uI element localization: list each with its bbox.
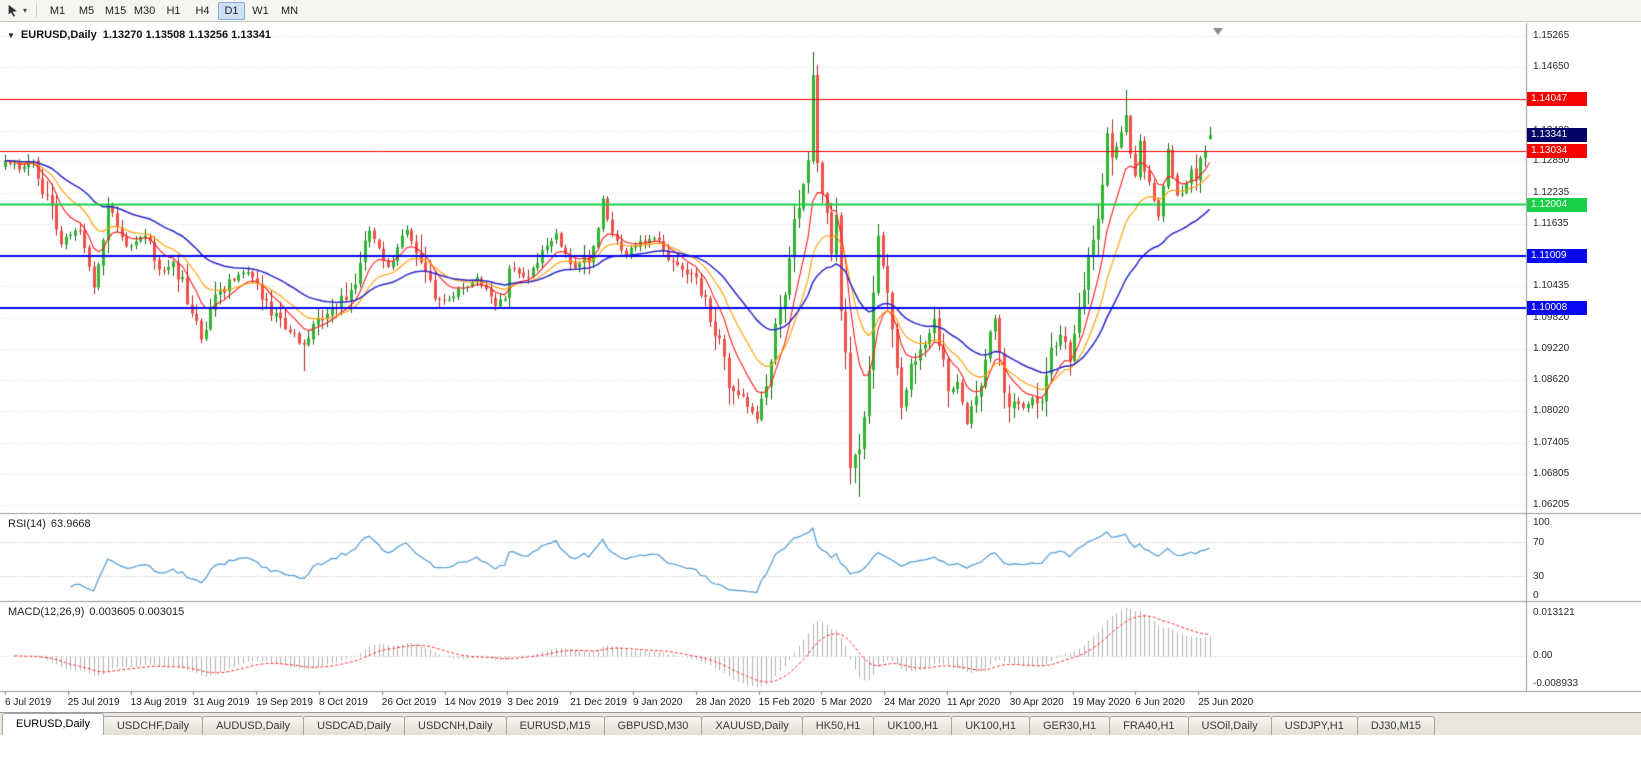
macd-axis-label: -0.008933: [1533, 678, 1579, 689]
time-axis-label: 19 Sep 2019: [256, 697, 313, 708]
time-axis-label: 14 Nov 2019: [444, 697, 502, 708]
time-axis-label: 15 Feb 2020: [758, 697, 815, 708]
price-axis-label: 1.10435: [1533, 280, 1570, 291]
time-axis-label: 25 Jul 2019: [67, 697, 120, 708]
time-axis-label: 28 Jan 2020: [695, 697, 751, 708]
timeframe-button-m15[interactable]: M15: [104, 4, 127, 17]
price-axis-label: 1.07405: [1533, 437, 1570, 448]
timeframe-button-w1[interactable]: W1: [252, 4, 269, 17]
price-line-badge-1.11009[interactable]: 1.11009: [1527, 249, 1587, 263]
macd-axis-label: 0.00: [1533, 650, 1553, 661]
timeframe-button-m5[interactable]: M5: [78, 4, 95, 17]
chart-tab-eurusd-daily[interactable]: EURUSD,Daily: [2, 713, 104, 735]
chart-tab-hk50-h1[interactable]: HK50,H1: [801, 716, 875, 735]
pane-splitter-rsi[interactable]: [0, 511, 1641, 515]
chart-tab-usdchf-daily[interactable]: USDCHF,Daily: [102, 716, 204, 735]
price-axis-label: 1.08620: [1533, 374, 1570, 385]
chart-tab-dj30-m15[interactable]: DJ30,M15: [1356, 716, 1435, 735]
timeframe-button-mn[interactable]: MN: [280, 4, 299, 17]
time-axis-label: 25 Jun 2020: [1198, 697, 1254, 708]
rsi-axis-label: 30: [1533, 571, 1545, 582]
current-price-badge: 1.13341: [1527, 128, 1587, 142]
price-line-badge-1.14047[interactable]: 1.14047: [1527, 92, 1587, 106]
symbol-menu-triangle-icon[interactable]: ▼: [7, 30, 15, 40]
price-axis-label: 1.15265: [1533, 30, 1570, 41]
chart-tab-ger30-h1[interactable]: GER30,H1: [1028, 716, 1111, 735]
chart-tab-usdcad-daily[interactable]: USDCAD,Daily: [303, 716, 406, 735]
timeframe-button-h4[interactable]: H4: [195, 4, 210, 17]
macd-indicator-title: MACD(12,26,9) 0.003605 0.003015: [8, 606, 189, 618]
chart-tab-eurusd-m15[interactable]: EURUSD,M15: [505, 716, 605, 735]
price-axis-label: 1.09820: [1533, 312, 1570, 323]
price-axis-label: 1.06805: [1533, 468, 1570, 479]
price-line-badge-1.12004[interactable]: 1.12004: [1527, 198, 1587, 212]
timeframe-button-m30[interactable]: M30: [133, 4, 156, 17]
timeframe-toolbar: ▾ M1 M5 M15 M30 H1 H4 D1 W1 MN: [0, 0, 1641, 22]
time-axis-label: 31 Aug 2019: [193, 697, 250, 708]
timeframe-button-h1[interactable]: H1: [166, 4, 181, 17]
macd-current-values: 0.003605 0.003015: [89, 606, 185, 618]
timeframe-buttons-group: M1 M5 M15 M30 H1 H4 D1 W1 MN: [43, 1, 304, 20]
time-axis-label: 5 Mar 2020: [821, 697, 872, 708]
rsi-axis-label: 70: [1533, 537, 1545, 548]
chart-title-overlay: ▼ EURUSD,Daily 1.13270 1.13508 1.13256 1…: [7, 29, 271, 41]
price-axis-label: 1.08020: [1533, 405, 1570, 416]
chart-tab-xauusd-daily[interactable]: XAUUSD,Daily: [701, 716, 803, 735]
price-axis-label: 1.12850: [1533, 155, 1570, 166]
cursor-tool-icon[interactable]: [3, 2, 23, 20]
chart-tab-usoil-daily[interactable]: USOil,Daily: [1187, 716, 1272, 735]
chart-tab-usdcnh-daily[interactable]: USDCNH,Daily: [404, 716, 507, 735]
timeframe-button-d1[interactable]: D1: [218, 1, 246, 20]
dropdown-caret-icon[interactable]: ▾: [23, 6, 28, 15]
macd-axis-label: 0.013121: [1533, 607, 1575, 618]
chart-tab-gbpusd-m30[interactable]: GBPUSD,M30: [603, 716, 703, 735]
time-axis-label: 3 Dec 2019: [507, 697, 559, 708]
chart-tab-audusd-daily[interactable]: AUDUSD,Daily: [202, 716, 305, 735]
chart-tab-bar: EURUSD,Daily USDCHF,Daily AUDUSD,Daily USDC…: [0, 712, 1641, 735]
time-axis-label: 26 Oct 2019: [381, 697, 437, 708]
price-axis-label: 1.12235: [1533, 187, 1570, 198]
time-axis-label: 9 Jan 2020: [633, 697, 683, 708]
chart-tab-fra40-h1[interactable]: FRA40,H1: [1109, 716, 1189, 735]
rsi-current-value: 63.9668: [50, 518, 91, 530]
time-axis-label: 21 Dec 2019: [570, 697, 627, 708]
timeframe-button-m1[interactable]: M1: [49, 4, 66, 17]
price-axis-label: 1.11635: [1533, 218, 1569, 229]
time-axis-label: 6 Jun 2020: [1135, 697, 1185, 708]
time-axis-label: 8 Oct 2019: [319, 697, 368, 708]
chart-ohlc-values: 1.13270 1.13508 1.13256 1.13341: [102, 29, 271, 41]
price-axis-label: 1.09220: [1533, 343, 1570, 354]
time-axis-label: 6 Jul 2019: [5, 697, 52, 708]
toolbar-separator: [36, 3, 38, 18]
chart-symbol-period: EURUSD,Daily: [20, 29, 97, 41]
chart-tab-uk100-h1[interactable]: UK100,H1: [951, 716, 1030, 735]
price-axis-label: 1.06205: [1533, 499, 1570, 510]
time-axis-label: 19 May 2020: [1072, 697, 1131, 708]
time-axis-label: 30 Apr 2020: [1009, 697, 1064, 708]
chart-tab-uk100-h1[interactable]: UK100,H1: [873, 716, 953, 735]
pane-splitter-macd[interactable]: [0, 599, 1641, 603]
price-line-badge-1.10008[interactable]: 1.10008: [1527, 301, 1587, 315]
rsi-indicator-title: RSI(14) 63.9668: [8, 518, 96, 530]
time-axis-label: 11 Apr 2020: [947, 697, 1001, 708]
rsi-axis-label: 0: [1533, 590, 1539, 601]
macd-label: MACD(12,26,9): [8, 606, 85, 618]
rsi-label: RSI(14): [8, 518, 46, 530]
time-axis-label: 13 Aug 2019: [130, 697, 187, 708]
rsi-axis-label: 100: [1533, 517, 1550, 528]
price-line-badge-1.13034[interactable]: 1.13034: [1527, 144, 1587, 158]
time-axis-label: 24 Mar 2020: [884, 697, 941, 708]
chart-tab-usdjpy-h1[interactable]: USDJPY,H1: [1270, 716, 1358, 735]
price-axis-label: 1.14650: [1533, 61, 1570, 72]
